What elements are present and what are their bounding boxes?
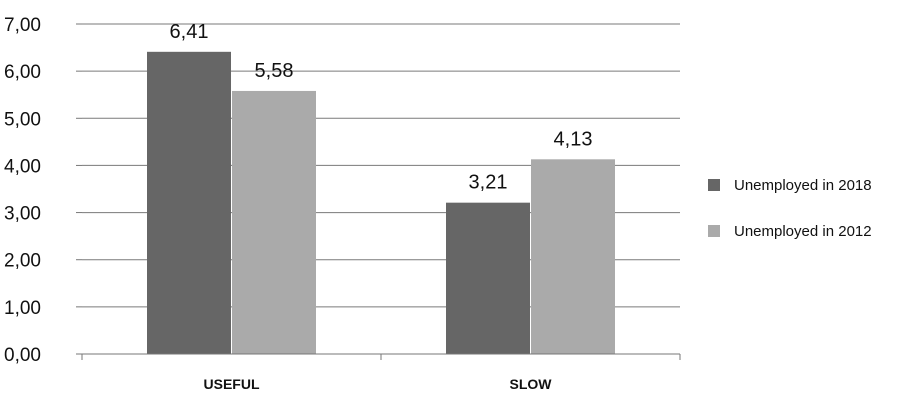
y-tick-label: 0,00 xyxy=(4,345,41,366)
bar-useful-series-2 xyxy=(232,90,316,354)
bars xyxy=(147,51,615,355)
data-label: 5,58 xyxy=(255,60,294,82)
y-axis-ticks: 0,00 1,00 2,00 3,00 4,00 5,00 6,00 7,00 xyxy=(4,15,82,366)
legend-swatch xyxy=(708,179,720,191)
legend: Unemployed in 2018 Unemployed in 2012 xyxy=(708,177,872,240)
y-tick-label: 6,00 xyxy=(4,62,41,83)
y-tick-label: 3,00 xyxy=(4,204,41,225)
data-label: 4,13 xyxy=(554,128,593,150)
bar-useful-series-1 xyxy=(147,51,231,355)
bar-slow-series-2 xyxy=(531,159,615,354)
x-category-label: USEFUL xyxy=(204,376,260,392)
data-label: 6,41 xyxy=(170,21,209,43)
x-axis-categories: USEFUL SLOW xyxy=(204,376,553,392)
axes xyxy=(81,353,681,360)
bar-slow-series-1 xyxy=(446,202,530,354)
x-category-label: SLOW xyxy=(510,376,553,392)
data-labels: 6,41 5,58 3,21 4,13 xyxy=(170,21,593,194)
y-tick-label: 7,00 xyxy=(4,15,41,36)
y-tick-label: 5,00 xyxy=(4,109,41,130)
legend-label: Unemployed in 2018 xyxy=(734,177,872,194)
y-tick-label: 1,00 xyxy=(4,298,41,319)
legend-swatch xyxy=(708,225,720,237)
y-tick-label: 4,00 xyxy=(4,156,41,177)
legend-label: Unemployed in 2012 xyxy=(734,223,872,240)
y-tick-label: 2,00 xyxy=(4,251,41,272)
data-label: 3,21 xyxy=(469,172,508,194)
